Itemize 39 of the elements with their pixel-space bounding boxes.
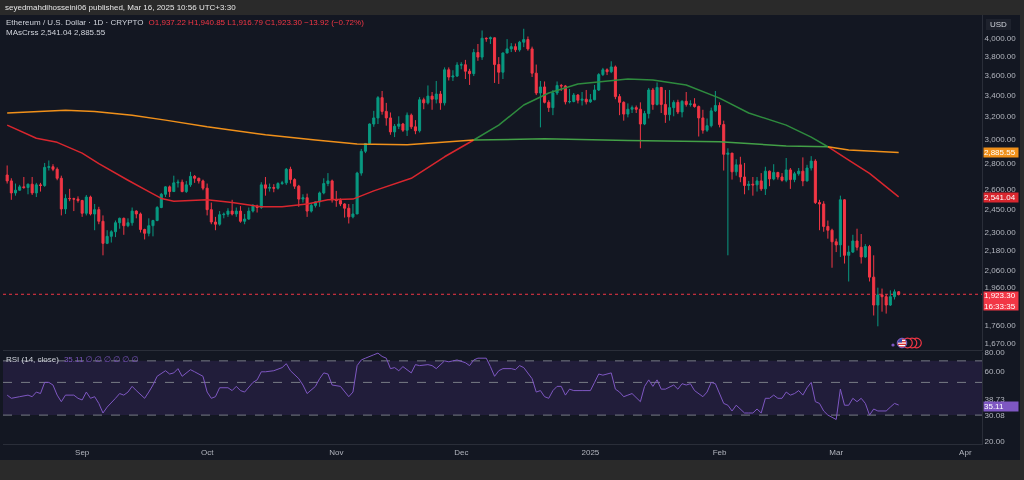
text: seyedmahdihosseini06 published, Mar 16, 2025 10:56 UTC+3:30 — [5, 3, 236, 12]
y-tick-label: 1,760.00 — [984, 321, 1017, 331]
y-tick-label: 2,885.55 — [984, 148, 1016, 157]
y-tick-label: 2,180.00 — [984, 246, 1017, 256]
y-tick-label: 3,800.00 — [984, 51, 1017, 61]
x-tick-label: Mar — [829, 447, 844, 457]
ref-line-label: 1,923.30 16:33:35 — [984, 291, 1016, 311]
x-tick-label: Oct — [200, 447, 215, 457]
y-tick-label: 30.08 — [984, 410, 1006, 420]
chart-subtitle: 35.11 ∅ ∅ ∅ ∅ ∅ ∅ — [63, 355, 139, 364]
x-tick-label: Dec — [454, 447, 469, 457]
y-tick-label: 2,541.04 — [984, 193, 1016, 202]
y-tick-label: 1,670.00 — [984, 339, 1017, 349]
x-tick-label: Apr — [959, 447, 972, 457]
y-tick-label: 2,600.00 — [984, 184, 1017, 194]
y-axis-title: USD — [986, 19, 1011, 30]
chart-title: Ethereum / U.S. Dollar · 1D · CRYPTO — [6, 18, 144, 27]
x-tick-label: 2025 — [581, 447, 600, 457]
y-tick-label: 4,000.00 — [984, 34, 1017, 44]
y-tick-label: 3,600.00 — [984, 70, 1017, 80]
y-tick-label: 2,300.00 — [984, 227, 1017, 237]
y-tick-label: 35.11 — [984, 402, 1004, 411]
y-tick-label: 1,960.00 — [984, 283, 1017, 293]
x-tick-label: Sep — [75, 447, 90, 457]
y-tick-label: 60.00 — [984, 366, 1006, 376]
y-tick-label: 2,800.00 — [984, 158, 1017, 168]
y-tick-label: 3,200.00 — [984, 112, 1017, 122]
x-tick-label: Feb — [712, 447, 727, 457]
y-tick-label: 2,450.00 — [984, 205, 1017, 215]
y-tick-label: 3,000.00 — [984, 134, 1017, 144]
annotation: MAsCrss 2,541.04 2,885.55 — [6, 28, 107, 38]
y-tick-label: 38.73 — [984, 394, 1006, 404]
chart-subtitle: O1,937.22 H1,940.85 L1,916.79 C1,923.30 −13.92 (−0.72%) — [148, 18, 364, 27]
y-tick-label: 3,400.00 — [984, 90, 1017, 100]
y-tick-label: 80.00 — [984, 348, 1006, 358]
x-tick-label: Nov — [329, 447, 344, 457]
y-tick-label: 20.00 — [984, 436, 1006, 446]
chart-title: RSI (14, close) — [6, 355, 59, 364]
y-tick-label: 2,060.00 — [984, 266, 1017, 276]
